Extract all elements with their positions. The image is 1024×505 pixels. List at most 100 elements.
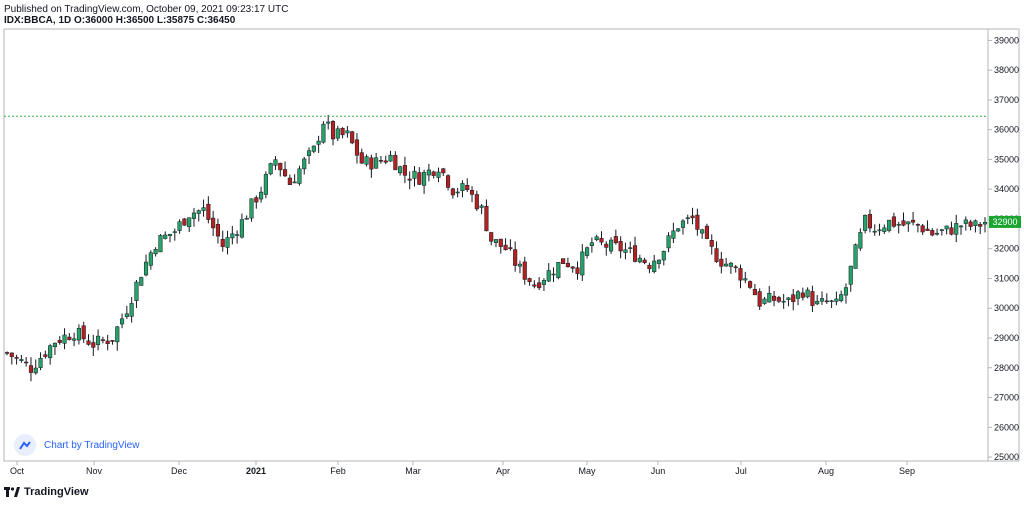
- candle-up[interactable]: [685, 217, 690, 220]
- candle-up[interactable]: [38, 357, 43, 368]
- candle-up[interactable]: [954, 223, 959, 235]
- candle-up[interactable]: [311, 145, 316, 152]
- candle-up[interactable]: [958, 225, 964, 228]
- candle-down[interactable]: [378, 160, 383, 162]
- candle-up[interactable]: [48, 345, 53, 359]
- candle-up[interactable]: [637, 257, 642, 263]
- candle-down[interactable]: [867, 214, 872, 229]
- candle-down[interactable]: [776, 297, 781, 302]
- candle-up[interactable]: [939, 229, 944, 231]
- candle-down[interactable]: [733, 266, 738, 269]
- candle-up[interactable]: [935, 232, 940, 235]
- candle-down[interactable]: [369, 157, 374, 170]
- candle-down[interactable]: [565, 262, 570, 267]
- candle-up[interactable]: [436, 171, 441, 178]
- candle-up[interactable]: [661, 251, 666, 261]
- candle-down[interactable]: [110, 340, 115, 342]
- candle-up[interactable]: [62, 334, 67, 344]
- candle-up[interactable]: [268, 163, 273, 175]
- candle-up[interactable]: [72, 338, 77, 341]
- candle-up[interactable]: [517, 263, 523, 267]
- candle-down[interactable]: [57, 340, 62, 343]
- candle-up[interactable]: [426, 169, 431, 176]
- candle-up[interactable]: [302, 158, 307, 170]
- candle-down[interactable]: [354, 139, 360, 156]
- candle-down[interactable]: [431, 171, 436, 176]
- candle-up[interactable]: [225, 237, 230, 248]
- candle-up[interactable]: [680, 220, 686, 228]
- candle-up[interactable]: [743, 278, 748, 281]
- candle-up[interactable]: [249, 198, 254, 219]
- candle-down[interactable]: [220, 239, 225, 247]
- candle-up[interactable]: [858, 232, 863, 249]
- candle-down[interactable]: [350, 131, 355, 144]
- candle-up[interactable]: [594, 236, 599, 241]
- price-axis[interactable]: 3900038000370003600035000340003300032000…: [988, 35, 1019, 462]
- candle-up[interactable]: [728, 262, 733, 267]
- candle-up[interactable]: [167, 233, 173, 236]
- candle-down[interactable]: [474, 194, 479, 210]
- candle-down[interactable]: [599, 238, 604, 243]
- candle-up[interactable]: [239, 219, 244, 238]
- candle-up[interactable]: [244, 217, 249, 220]
- candle-down[interactable]: [714, 248, 719, 262]
- candle-up[interactable]: [795, 291, 801, 299]
- candle-up[interactable]: [819, 298, 825, 302]
- candle-down[interactable]: [254, 197, 259, 203]
- candle-down[interactable]: [791, 294, 796, 302]
- candle-down[interactable]: [575, 267, 580, 274]
- candle-up[interactable]: [374, 157, 379, 169]
- candle-up[interactable]: [345, 130, 350, 134]
- candle-up[interactable]: [148, 252, 153, 266]
- candle-down[interactable]: [690, 215, 695, 219]
- candle-up[interactable]: [767, 293, 772, 303]
- candle-down[interactable]: [824, 300, 829, 303]
- candle-down[interactable]: [911, 219, 916, 223]
- candle-down[interactable]: [287, 177, 292, 185]
- candle-up[interactable]: [153, 249, 158, 255]
- candle-up[interactable]: [76, 327, 81, 341]
- candle-down[interactable]: [930, 230, 935, 236]
- candle-down[interactable]: [402, 165, 407, 176]
- candle-down[interactable]: [489, 232, 494, 242]
- candle-up[interactable]: [906, 221, 911, 225]
- candle-up[interactable]: [671, 230, 676, 239]
- candle-down[interactable]: [14, 357, 19, 359]
- candle-down[interactable]: [105, 340, 110, 344]
- candle-up[interactable]: [297, 168, 302, 184]
- candle-up[interactable]: [52, 342, 57, 347]
- candle-down[interactable]: [570, 266, 575, 269]
- candle-up[interactable]: [158, 235, 163, 253]
- candle-up[interactable]: [551, 273, 556, 276]
- candle-up[interactable]: [163, 234, 168, 239]
- candle-up[interactable]: [623, 249, 628, 253]
- candle-down[interactable]: [891, 216, 896, 227]
- candle-up[interactable]: [316, 140, 321, 145]
- candle-down[interactable]: [278, 162, 283, 171]
- candle-up[interactable]: [815, 300, 820, 305]
- candle-down[interactable]: [527, 278, 532, 283]
- candle-up[interactable]: [172, 231, 177, 233]
- candle-down[interactable]: [632, 245, 638, 262]
- candle-up[interactable]: [120, 318, 125, 325]
- candle-up[interactable]: [96, 335, 101, 345]
- candle-down[interactable]: [100, 339, 105, 341]
- candle-down[interactable]: [9, 352, 14, 357]
- candle-down[interactable]: [709, 240, 714, 247]
- candle-down[interactable]: [757, 291, 762, 307]
- candle-down[interactable]: [91, 342, 96, 348]
- candle-down[interactable]: [613, 236, 618, 244]
- candle-down[interactable]: [968, 221, 973, 227]
- candle-up[interactable]: [839, 294, 844, 302]
- candle-up[interactable]: [863, 214, 868, 231]
- candle-up[interactable]: [853, 244, 858, 269]
- candle-down[interactable]: [417, 172, 422, 185]
- candle-down[interactable]: [719, 258, 724, 267]
- candle-down[interactable]: [508, 247, 513, 249]
- candle-down[interactable]: [206, 203, 211, 220]
- candle-up[interactable]: [843, 287, 849, 296]
- candle-down[interactable]: [340, 128, 345, 136]
- candle-down[interactable]: [215, 224, 220, 237]
- candle-up[interactable]: [887, 219, 892, 231]
- time-axis[interactable]: Oct Nov Dec 2021 Feb Mar Apr May Jun Jul Aug Sep: [10, 461, 915, 476]
